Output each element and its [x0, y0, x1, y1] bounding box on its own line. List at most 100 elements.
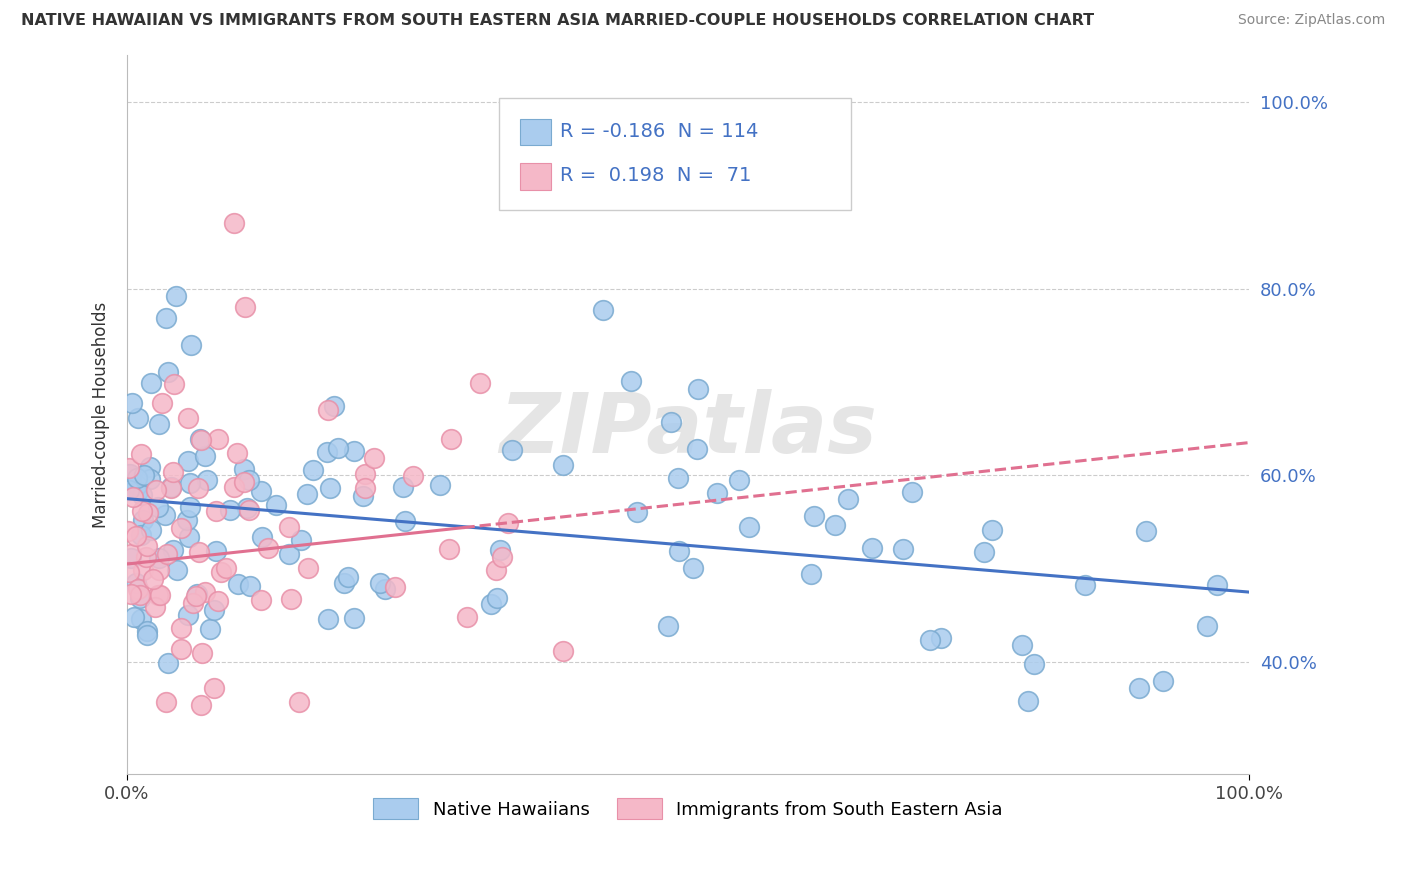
- Point: [824, 518, 846, 533]
- Point: [491, 549, 513, 564]
- Point: [668, 544, 690, 558]
- Point: [129, 612, 152, 626]
- Point: [127, 478, 149, 492]
- Point: [198, 622, 221, 636]
- Point: [190, 698, 212, 712]
- Point: [496, 516, 519, 531]
- Point: [252, 531, 274, 545]
- Point: [470, 376, 492, 390]
- Point: [353, 482, 375, 496]
- Point: [127, 471, 149, 485]
- Point: [501, 442, 523, 457]
- Point: [184, 589, 207, 603]
- Point: [682, 561, 704, 575]
- Point: [592, 302, 614, 317]
- Text: ZIPatlas: ZIPatlas: [499, 389, 877, 469]
- Point: [170, 621, 193, 635]
- Point: [222, 216, 245, 230]
- Point: [177, 607, 200, 622]
- Point: [250, 483, 273, 498]
- Point: [118, 483, 141, 498]
- Point: [125, 575, 148, 590]
- Point: [256, 541, 278, 555]
- Point: [179, 500, 201, 514]
- Point: [117, 524, 139, 538]
- Point: [352, 489, 374, 503]
- Point: [343, 610, 366, 624]
- Point: [148, 563, 170, 577]
- Point: [368, 576, 391, 591]
- Point: [163, 376, 186, 391]
- Point: [322, 399, 344, 413]
- Point: [120, 547, 142, 561]
- Point: [156, 657, 179, 671]
- Point: [143, 599, 166, 614]
- Point: [122, 610, 145, 624]
- Point: [288, 694, 311, 708]
- Point: [180, 338, 202, 352]
- Point: [177, 453, 200, 467]
- Point: [176, 513, 198, 527]
- Point: [190, 433, 212, 447]
- Point: [132, 468, 155, 483]
- Point: [1024, 657, 1046, 672]
- Point: [318, 481, 340, 495]
- Point: [686, 383, 709, 397]
- Point: [239, 579, 262, 593]
- Point: [125, 529, 148, 543]
- Point: [486, 591, 509, 605]
- Point: [139, 472, 162, 486]
- Point: [440, 432, 463, 446]
- Point: [181, 596, 204, 610]
- Point: [295, 487, 318, 501]
- Legend: Native Hawaiians, Immigrants from South Eastern Asia: Native Hawaiians, Immigrants from South …: [366, 791, 1010, 826]
- Point: [918, 632, 941, 647]
- Point: [146, 500, 169, 515]
- Point: [316, 403, 339, 417]
- Point: [1197, 619, 1219, 633]
- Y-axis label: Married-couple Households: Married-couple Households: [93, 301, 110, 528]
- Point: [800, 567, 823, 582]
- Point: [129, 589, 152, 603]
- Point: [337, 570, 360, 584]
- Point: [156, 548, 179, 562]
- Point: [127, 582, 149, 597]
- Point: [727, 474, 749, 488]
- Point: [553, 458, 575, 473]
- Point: [157, 365, 180, 379]
- Point: [194, 449, 217, 463]
- Point: [394, 514, 416, 528]
- Point: [290, 533, 312, 548]
- Point: [179, 475, 201, 490]
- Point: [666, 471, 689, 485]
- Point: [205, 504, 228, 518]
- Point: [236, 501, 259, 516]
- Point: [686, 442, 709, 456]
- Point: [1152, 673, 1174, 688]
- Point: [127, 411, 149, 425]
- Point: [374, 582, 396, 596]
- Point: [429, 478, 451, 492]
- Point: [297, 560, 319, 574]
- Point: [973, 545, 995, 559]
- Point: [148, 417, 170, 432]
- Point: [1128, 681, 1150, 695]
- Point: [148, 589, 170, 603]
- Point: [141, 376, 163, 390]
- Point: [121, 396, 143, 410]
- Point: [170, 642, 193, 657]
- Point: [170, 521, 193, 535]
- Point: [706, 485, 728, 500]
- Point: [219, 502, 242, 516]
- Point: [392, 480, 415, 494]
- Point: [155, 695, 177, 709]
- Point: [837, 491, 859, 506]
- Point: [233, 300, 256, 314]
- Point: [316, 612, 339, 626]
- Point: [129, 528, 152, 542]
- Point: [160, 480, 183, 494]
- Point: [136, 507, 159, 521]
- Point: [153, 508, 176, 523]
- Point: [150, 395, 173, 409]
- Point: [384, 580, 406, 594]
